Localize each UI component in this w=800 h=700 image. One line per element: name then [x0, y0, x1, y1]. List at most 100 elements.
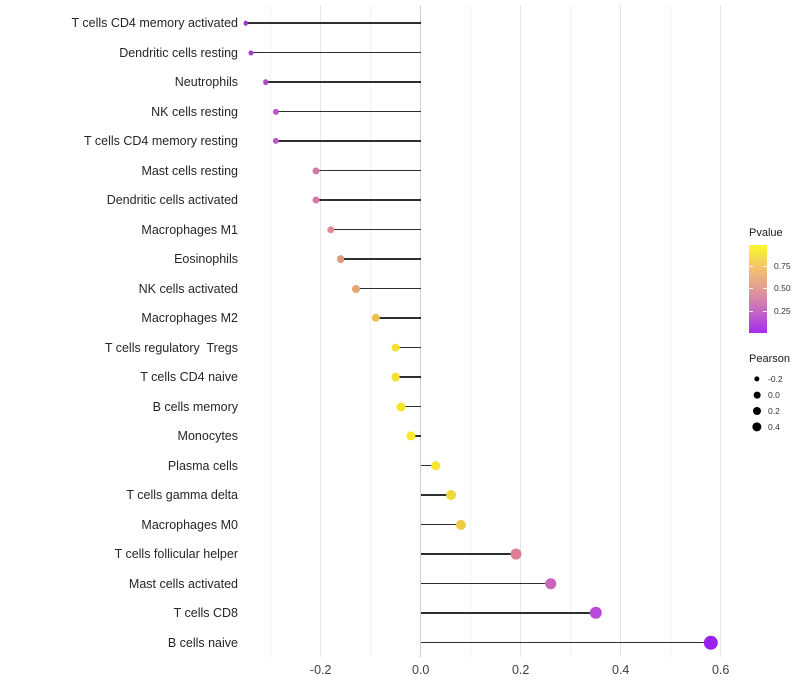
gridline	[720, 5, 722, 657]
pvalue-bar-tick	[749, 288, 753, 289]
pearson-legend-items: -0.2 0.0 0.2 0.4	[746, 371, 790, 435]
category-label: T cells CD8	[173, 606, 238, 620]
gridline	[320, 5, 322, 657]
gridline	[520, 5, 522, 657]
lollipop-stem	[420, 464, 436, 467]
lollipop-point	[396, 402, 406, 411]
pearson-legend-label: 0.4	[768, 422, 780, 432]
gridline	[470, 5, 472, 657]
lollipop-point	[351, 284, 360, 293]
pvalue-bar-tick	[749, 311, 753, 312]
gridline	[370, 5, 372, 657]
category-label: B cells naive	[167, 635, 238, 650]
pearson-legend-label: -0.2	[768, 374, 783, 384]
lollipop-stem	[275, 140, 421, 142]
gridline	[270, 5, 272, 657]
lollipop-stem	[420, 612, 596, 614]
lollipop-point	[391, 343, 401, 352]
x-axis-tick-label: 0.0	[411, 663, 430, 677]
pvalue-tick-label: 0.25	[774, 306, 791, 316]
gridline	[620, 5, 622, 657]
lollipop-stem	[340, 258, 421, 260]
lollipop-point	[371, 313, 380, 323]
lollipop-stem	[315, 169, 421, 172]
gridline	[670, 5, 672, 657]
x-axis-tick-label: 0.2	[511, 663, 530, 677]
lollipop-stem	[250, 51, 421, 54]
lollipop-point	[262, 79, 269, 85]
pearson-legend-title: Pearson	[749, 353, 790, 365]
pvalue-bar-tick	[763, 288, 767, 289]
lollipop-stem	[375, 317, 421, 319]
x-axis-tick-label: 0.4	[611, 663, 630, 677]
pearson-legend-dot	[752, 422, 762, 432]
category-label: T cells follicular helper	[114, 547, 238, 561]
lollipop-point	[326, 225, 335, 234]
pvalue-legend-title: Pvalue	[749, 227, 783, 239]
category-label: NK cells resting	[151, 104, 238, 119]
category-label: Mast cells activated	[128, 576, 238, 591]
lollipop-stem	[245, 22, 421, 24]
lollipop-stem	[395, 346, 421, 349]
pearson-legend-item: 0.4	[746, 419, 790, 435]
lollipop-point	[272, 108, 279, 115]
category-label: Macrophages M1	[141, 222, 238, 237]
category-label: NK cells activated	[138, 281, 238, 296]
lollipop-stem	[330, 228, 421, 231]
lollipop-point	[312, 167, 320, 174]
lollipop-stem	[265, 81, 421, 83]
lollipop-stem	[420, 523, 461, 526]
lollipop-point	[589, 606, 602, 620]
category-label: T cells CD4 naive	[140, 370, 238, 384]
pearson-legend-label: 0.0	[768, 390, 780, 400]
category-label: Dendritic cells activated	[106, 193, 238, 207]
x-axis-tick-label: -0.2	[309, 663, 332, 677]
lollipop-stem	[400, 405, 421, 408]
lollipop-point	[248, 50, 254, 55]
pearson-legend-dot	[753, 407, 761, 415]
lollipop-stem	[420, 553, 516, 555]
category-label: Eosinophils	[174, 252, 238, 266]
lollipop-point	[406, 431, 416, 441]
category-label: Mast cells resting	[141, 163, 238, 178]
lollipop-point	[544, 577, 557, 590]
lollipop-point	[510, 548, 522, 560]
category-label: Monocytes	[177, 429, 238, 443]
category-label: T cells regulatory Tregs	[104, 340, 238, 355]
pearson-legend: Pearson -0.2 0.0 0.2 0.4	[746, 353, 790, 435]
category-label: T cells gamma delta	[126, 488, 238, 502]
pearson-legend-dot	[754, 376, 760, 382]
category-label: Macrophages M0	[141, 517, 238, 532]
pearson-legend-item: -0.2	[746, 371, 790, 387]
category-label: Dendritic cells resting	[119, 45, 238, 60]
pvalue-tick-label: 0.75	[774, 261, 791, 271]
lollipop-stem	[420, 641, 711, 644]
lollipop-point	[445, 490, 456, 500]
pvalue-bar-tick	[763, 311, 767, 312]
lollipop-point	[243, 20, 248, 26]
pearson-legend-item: 0.0	[746, 387, 790, 403]
category-label: Macrophages M2	[141, 311, 238, 325]
lollipop-stem	[315, 199, 421, 201]
lollipop-point	[703, 635, 718, 650]
lollipop-point	[336, 255, 345, 263]
pvalue-bar-tick	[763, 266, 767, 267]
pearson-legend-label: 0.2	[768, 406, 780, 416]
pvalue-legend: Pvalue 0.75 0.50 0.25	[746, 227, 791, 333]
x-axis-tick-label: 0.6	[711, 663, 730, 677]
lollipop-point	[430, 460, 441, 471]
lollipop-stem	[395, 376, 421, 378]
category-label: Plasma cells	[167, 458, 238, 473]
pearson-legend-dot	[753, 391, 761, 399]
pvalue-gradient-bar: 0.75 0.50 0.25	[749, 245, 791, 333]
lollipop-stem	[355, 287, 421, 290]
category-label: T cells CD4 memory resting	[84, 134, 238, 148]
lollipop-point	[272, 137, 279, 145]
pvalue-bar-tick	[749, 266, 753, 267]
category-label: T cells CD4 memory activated	[71, 16, 239, 30]
pearson-legend-item: 0.2	[746, 403, 790, 419]
gridline	[420, 5, 422, 657]
pvalue-tick-label: 0.50	[774, 283, 791, 293]
lollipop-point	[391, 372, 401, 382]
